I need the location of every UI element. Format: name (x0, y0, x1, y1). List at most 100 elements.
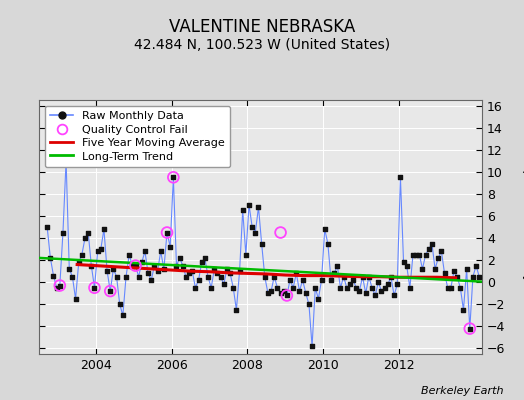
Point (463, 266, 471, 272)
Point (163, 229, 171, 236)
Point (292, 270, 301, 276)
Point (440, 270, 449, 276)
Point (409, 252, 417, 258)
Point (296, 288, 304, 294)
Point (314, 296, 323, 302)
Point (393, 281, 401, 288)
Point (185, 270, 193, 276)
Point (374, 279, 383, 286)
Point (311, 284, 320, 291)
Point (387, 274, 395, 280)
Point (475, 274, 484, 280)
Point (106, 288, 114, 294)
Point (157, 248, 165, 254)
Point (333, 262, 342, 269)
Point (248, 224, 256, 230)
Point (371, 292, 379, 299)
Point (355, 288, 364, 294)
Point (276, 229, 285, 236)
Point (396, 174, 405, 180)
Point (390, 292, 398, 299)
Point (340, 274, 348, 280)
Point (132, 262, 140, 269)
Point (179, 262, 187, 269)
Point (56, 282, 64, 289)
Point (318, 277, 326, 283)
Point (282, 292, 291, 299)
Point (289, 284, 297, 291)
Point (207, 284, 215, 291)
Point (424, 246, 433, 252)
Point (459, 307, 467, 313)
Point (160, 266, 168, 272)
Point (299, 277, 307, 283)
Point (232, 307, 241, 313)
Point (446, 284, 455, 291)
Point (368, 284, 376, 291)
Point (286, 277, 294, 283)
Point (308, 343, 316, 350)
Point (216, 274, 225, 280)
Point (437, 248, 445, 254)
Point (453, 274, 461, 280)
Point (302, 290, 310, 296)
Point (380, 284, 389, 291)
Point (106, 288, 114, 294)
Point (327, 277, 335, 283)
Point (412, 252, 420, 258)
Point (132, 262, 140, 269)
Point (469, 274, 477, 280)
Point (56, 282, 64, 289)
Point (87, 262, 95, 269)
Point (65, 266, 73, 272)
Point (84, 229, 92, 236)
Point (384, 281, 392, 288)
Point (352, 284, 361, 291)
Point (90, 284, 99, 291)
Point (125, 252, 134, 258)
Point (46, 255, 54, 261)
Point (324, 240, 332, 247)
Point (176, 255, 184, 261)
Point (226, 270, 234, 276)
Point (118, 312, 127, 318)
Point (406, 284, 414, 291)
Point (112, 274, 121, 280)
Point (229, 284, 237, 291)
Point (166, 244, 174, 250)
Point (282, 292, 291, 299)
Point (172, 262, 181, 269)
Point (362, 290, 370, 296)
Point (245, 202, 253, 208)
Point (90, 284, 99, 291)
Point (93, 248, 102, 254)
Point (305, 301, 313, 308)
Point (144, 270, 152, 276)
Point (198, 259, 206, 266)
Point (147, 277, 156, 283)
Point (377, 288, 386, 294)
Point (191, 284, 200, 291)
Point (279, 288, 288, 294)
Point (96, 246, 105, 252)
Point (456, 284, 464, 291)
Point (68, 274, 77, 280)
Point (346, 281, 354, 288)
Point (270, 274, 278, 280)
Text: 42.484 N, 100.523 W (United States): 42.484 N, 100.523 W (United States) (134, 38, 390, 52)
Point (182, 274, 190, 280)
Point (74, 259, 83, 266)
Point (466, 326, 474, 332)
Point (100, 226, 108, 232)
Point (443, 284, 452, 291)
Point (431, 266, 439, 272)
Point (201, 255, 209, 261)
Point (210, 266, 219, 272)
Point (402, 262, 411, 269)
Point (103, 268, 111, 274)
Point (213, 270, 222, 276)
Point (223, 266, 231, 272)
Point (415, 252, 423, 258)
Point (358, 274, 367, 280)
Point (238, 207, 247, 214)
